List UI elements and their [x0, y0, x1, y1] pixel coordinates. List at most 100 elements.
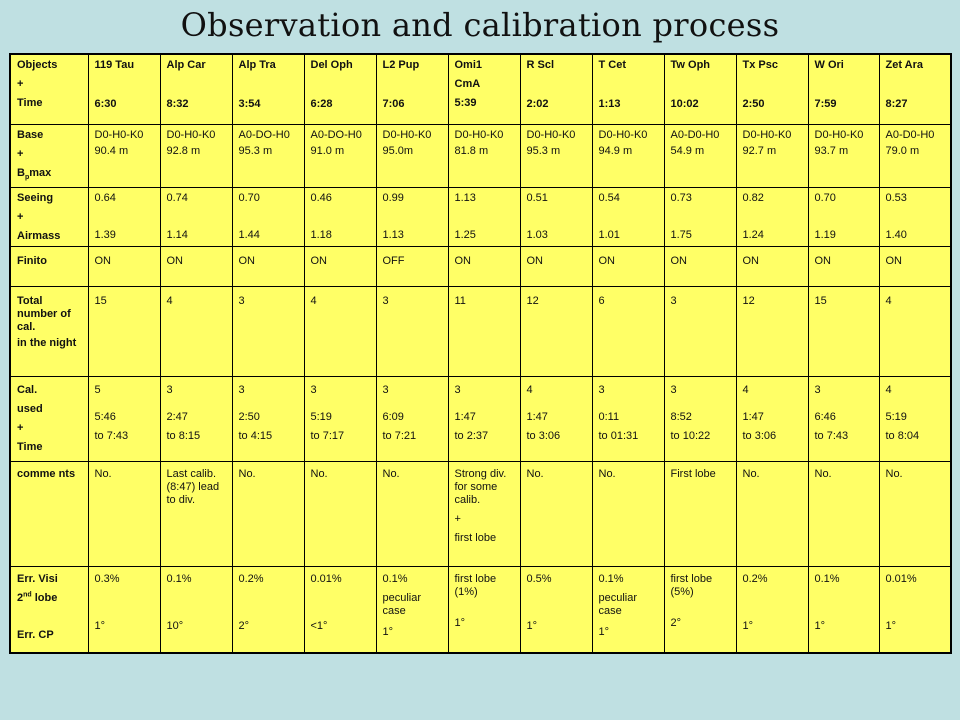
- err-visi-value: 0.1%: [598, 572, 624, 585]
- cal-used-cell: 3 6:46 to 7:43: [807, 375, 880, 462]
- object-time: 7:06: [382, 98, 405, 110]
- comments-row: comme nts No. Last calib. (8:47) lead to …: [9, 460, 952, 567]
- cal-start-time: 5:46: [94, 410, 116, 423]
- spacer: [743, 586, 802, 620]
- airmass-value: 1.13: [382, 228, 404, 241]
- object-name: Del Oph: [310, 59, 353, 71]
- airmass-value: 1.25: [454, 228, 476, 241]
- label-second-lobe: 2nd lobe: [17, 591, 82, 605]
- cal-count: 3: [382, 383, 389, 396]
- base-cell: D0-H0-K0 94.9 m: [591, 123, 665, 188]
- object-cell: L2 Pup 7:06: [375, 53, 449, 125]
- cal-count: 3: [310, 383, 317, 396]
- cal-start-time: 5:19: [310, 410, 332, 423]
- error-cell: 0.5% 1°: [519, 565, 593, 654]
- cal-end-time: to 8:15: [166, 429, 201, 442]
- base-cell: D0-H0-K0 95.3 m: [519, 123, 593, 188]
- err-cp-value: 1°: [814, 619, 826, 632]
- spacer: [167, 586, 226, 620]
- seeing-value: 0.74: [166, 191, 188, 204]
- comment-text: No.: [814, 467, 832, 480]
- bp-max-value: 54.9 m: [670, 144, 705, 157]
- err-cp-value: 2°: [238, 619, 250, 632]
- row-label-finito: Finito: [9, 245, 89, 287]
- total-cal-cell: 11: [447, 285, 521, 377]
- comment-text: No.: [382, 467, 400, 480]
- baseline-config: D0-H0-K0: [94, 128, 144, 141]
- object-name: Zet Ara: [885, 59, 924, 71]
- airmass-value: 1.14: [166, 228, 188, 241]
- error-cell: 0.01% <1°: [303, 565, 377, 654]
- airmass-value: 1.24: [742, 228, 764, 241]
- header-row: Objects + Time 119 Tau 6:30 Alp Car 8:32 Alp…: [9, 53, 952, 125]
- comment-cell: No.: [231, 460, 305, 567]
- seeing-cell: 0.64 1.39: [87, 186, 161, 247]
- comment-cell: No.: [735, 460, 809, 567]
- object-time: 3:54: [238, 98, 261, 110]
- spacer: [455, 599, 514, 617]
- baseline-config: D0-H0-K0: [598, 128, 648, 141]
- label-line: Time: [17, 440, 43, 453]
- object-cell: W Ori 7:59: [807, 53, 880, 125]
- base-cell: D0-H0-K0 93.7 m: [807, 123, 880, 188]
- bp-max-value: 95.3 m: [526, 144, 561, 157]
- comment-text: No.: [526, 467, 544, 480]
- finito-cell: ON: [735, 245, 809, 287]
- object-cell: 119 Tau 6:30: [87, 53, 161, 125]
- cal-count: 4: [885, 383, 892, 396]
- base-cell: D0-H0-K0 95.0m: [375, 123, 449, 188]
- bp-max-value: 92.8 m: [166, 144, 201, 157]
- cal-end-time: to 4:15: [238, 429, 273, 442]
- seeing-value: 1.13: [454, 191, 476, 204]
- seeing-value: 0.46: [310, 191, 332, 204]
- err-cp-value: 1°: [526, 619, 538, 632]
- cal-used-cell: 4 1:47 to 3:06: [735, 375, 809, 462]
- cal-count: 3: [166, 383, 173, 396]
- object-name: Tw Oph: [670, 59, 711, 71]
- spacer: [815, 586, 873, 620]
- object-name-2: CmA: [454, 78, 481, 90]
- bp-max-value: 95.3 m: [238, 144, 273, 157]
- comment-cell: No.: [878, 460, 952, 567]
- cal-count: 4: [526, 383, 533, 396]
- err-cp-value: 2°: [670, 616, 682, 629]
- airmass-value: 1.01: [598, 228, 620, 241]
- spacer: [671, 599, 730, 617]
- seeing-cell: 0.73 1.75: [663, 186, 737, 247]
- err-visi-value: first lobe (1%): [454, 572, 497, 598]
- base-cell: D0-H0-K0 81.8 m: [447, 123, 521, 188]
- bp-max-value: 79.0 m: [885, 144, 920, 157]
- comment-cell: No.: [591, 460, 665, 567]
- total-cal-cell: 6: [591, 285, 665, 377]
- comment-cell: Strong div. for some calib. + first lobe: [447, 460, 521, 567]
- total-cal-cell: 3: [663, 285, 737, 377]
- spacer: [527, 586, 586, 620]
- spacer: [95, 586, 154, 620]
- seeing-cell: 0.82 1.24: [735, 186, 809, 247]
- comment-text: +: [454, 512, 461, 525]
- bp-max-value: 90.4 m: [94, 144, 129, 157]
- total-cal-cell: 15: [807, 285, 880, 377]
- total-cal-cell: 4: [159, 285, 233, 377]
- object-time: 10:02: [670, 98, 699, 110]
- seeing-cell: 0.70 1.44: [231, 186, 305, 247]
- object-cell: R Scl 2:02: [519, 53, 593, 125]
- cal-end-time: to 8:04: [885, 429, 920, 442]
- object-cell: Alp Tra 3:54: [231, 53, 305, 125]
- cal-start-time: 1:47: [526, 410, 548, 423]
- finito-cell: ON: [663, 245, 737, 287]
- cal-count: 5: [94, 383, 101, 396]
- spacer: [311, 586, 370, 620]
- error-cell: 0.1% 1°: [807, 565, 880, 654]
- label-err-visi: Err. Visi: [17, 572, 58, 585]
- cal-used-cell: 3 8:52 to 10:22: [663, 375, 737, 462]
- object-time: 2:50: [742, 98, 765, 110]
- baseline-config: A0-DO-H0: [238, 128, 290, 141]
- object-cell: Tw Oph 10:02: [663, 53, 737, 125]
- cal-used-cell: 3 6:09 to 7:21: [375, 375, 449, 462]
- error-cell: 0.1% peculiar case 1°: [591, 565, 665, 654]
- label-line: +: [17, 147, 24, 160]
- seeing-cell: 1.13 1.25: [447, 186, 521, 247]
- row-label-base: Base + Bpmax: [9, 123, 89, 188]
- total-cal-cell: 3: [231, 285, 305, 377]
